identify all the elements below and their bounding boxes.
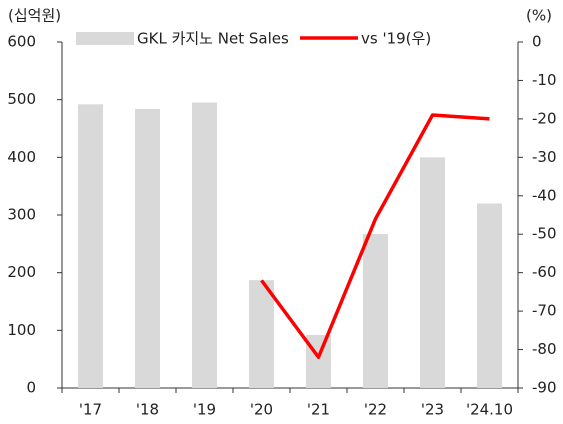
bar	[134, 108, 161, 388]
y-tick-label: 600	[7, 33, 36, 51]
x-tick-label: '21	[307, 401, 330, 419]
y2-tick-label: -10	[532, 71, 557, 89]
y2-tick-label: 0	[532, 33, 542, 51]
bar	[476, 203, 503, 388]
y2-axis-label: (%)	[526, 7, 552, 25]
bar	[248, 280, 275, 388]
y2-tick-label: -90	[532, 379, 557, 397]
y-tick-label: 200	[7, 263, 36, 281]
y2-tick-label: -20	[532, 109, 557, 127]
y-tick-label: 500	[7, 90, 36, 108]
x-tick-label: '17	[79, 401, 102, 419]
legend-label: vs '19(우)	[361, 30, 431, 48]
y2-tick-label: -80	[532, 340, 557, 358]
y2-tick-label: -60	[532, 263, 557, 281]
bar	[191, 102, 218, 389]
y2-tick-label: -30	[532, 148, 557, 166]
y2-tick-label: -70	[532, 302, 557, 320]
legend-label: GKL 카지노 Net Sales	[137, 30, 289, 48]
bar	[362, 234, 389, 388]
y-tick-label: 300	[7, 206, 36, 224]
y-tick-label: 100	[7, 321, 36, 339]
x-tick-label: '20	[250, 401, 273, 419]
y-tick-label: 0	[26, 379, 36, 397]
y2-tick-label: -40	[532, 186, 557, 204]
x-tick-label: '23	[421, 401, 444, 419]
y-axis-label: (십억원)	[8, 7, 61, 25]
bar	[419, 157, 446, 388]
y2-tick-label: -50	[532, 225, 557, 243]
legend-swatch	[76, 32, 134, 45]
y-tick-label: 400	[7, 148, 36, 166]
bar	[77, 104, 104, 388]
x-tick-label: '22	[364, 401, 387, 419]
x-tick-label: '19	[193, 401, 216, 419]
x-tick-label: '24.10	[466, 401, 513, 419]
x-tick-label: '18	[136, 401, 159, 419]
line	[260, 113, 490, 359]
